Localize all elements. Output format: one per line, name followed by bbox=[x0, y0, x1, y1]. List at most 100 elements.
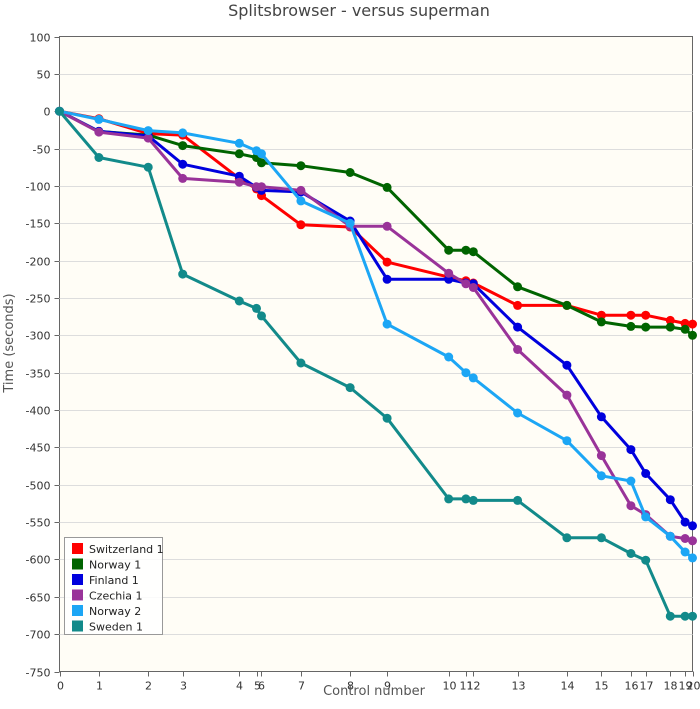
data-point bbox=[626, 476, 636, 486]
data-point bbox=[444, 268, 454, 278]
x-tick-label: 1 bbox=[96, 680, 103, 693]
data-point bbox=[513, 345, 523, 354]
legend-swatch bbox=[72, 589, 83, 601]
data-point bbox=[562, 533, 572, 543]
x-tick-label: 15 bbox=[595, 680, 609, 693]
x-tick-label: 9 bbox=[384, 680, 391, 693]
data-point bbox=[296, 358, 306, 368]
data-point bbox=[382, 221, 392, 231]
data-point bbox=[680, 324, 690, 334]
y-tick-label: -500 bbox=[26, 480, 51, 493]
data-point bbox=[688, 611, 697, 621]
data-point bbox=[178, 141, 188, 151]
x-tick-label: 20 bbox=[687, 680, 700, 693]
legend-swatch bbox=[72, 543, 83, 554]
x-tick-label: 8 bbox=[347, 680, 354, 693]
data-point bbox=[252, 303, 261, 313]
data-point bbox=[143, 126, 153, 136]
data-point bbox=[143, 162, 153, 172]
data-point bbox=[345, 218, 355, 228]
data-point bbox=[382, 257, 392, 267]
x-tick-label: 13 bbox=[512, 680, 526, 693]
y-tick-label: -700 bbox=[26, 629, 51, 642]
legend-swatch bbox=[72, 558, 83, 570]
data-point bbox=[444, 245, 454, 255]
legend-entry: Czechia 1 bbox=[89, 590, 143, 603]
data-point bbox=[688, 536, 697, 546]
data-point bbox=[665, 611, 675, 621]
data-point bbox=[641, 322, 651, 332]
data-point bbox=[513, 300, 523, 310]
data-point bbox=[461, 368, 471, 378]
x-tick-label: 2 bbox=[145, 680, 152, 693]
data-point bbox=[626, 310, 636, 320]
data-point bbox=[680, 547, 690, 557]
y-tick-label: -50 bbox=[33, 144, 51, 157]
y-tick-label: -150 bbox=[26, 218, 51, 231]
data-point bbox=[234, 149, 244, 159]
data-point bbox=[665, 531, 675, 541]
x-tick-label: 12 bbox=[467, 680, 481, 693]
x-tick-label: 3 bbox=[180, 680, 187, 693]
data-point bbox=[257, 158, 266, 168]
data-point bbox=[665, 315, 675, 325]
series-norway-2 bbox=[55, 106, 697, 563]
y-tick-label: 100 bbox=[30, 32, 51, 45]
data-point bbox=[94, 127, 104, 137]
data-point bbox=[562, 360, 572, 370]
data-point bbox=[234, 138, 244, 148]
data-point bbox=[468, 495, 478, 505]
x-axis-label: Control number bbox=[323, 684, 426, 699]
x-tick-label: 19 bbox=[679, 680, 693, 693]
y-tick-label: -300 bbox=[26, 330, 51, 343]
y-tick-label: -650 bbox=[26, 592, 51, 605]
data-point bbox=[296, 185, 306, 195]
legend-entry: Norway 2 bbox=[89, 605, 141, 618]
y-tick-label: -600 bbox=[26, 554, 51, 567]
data-point bbox=[444, 494, 454, 504]
data-point bbox=[296, 220, 306, 230]
data-point bbox=[626, 445, 636, 455]
data-point bbox=[257, 311, 266, 321]
data-point bbox=[382, 274, 392, 284]
data-point bbox=[382, 319, 392, 329]
x-tick-label: 10 bbox=[443, 680, 457, 693]
data-point bbox=[688, 319, 697, 329]
data-point bbox=[55, 106, 64, 116]
series-lines bbox=[55, 106, 697, 621]
data-point bbox=[468, 283, 478, 292]
data-point bbox=[641, 512, 651, 522]
legend-swatch bbox=[72, 620, 83, 632]
data-point bbox=[382, 413, 392, 423]
data-point bbox=[596, 533, 606, 543]
data-point bbox=[641, 555, 651, 565]
data-point bbox=[513, 322, 523, 332]
chart-title: Splitsbrowser - versus superman bbox=[228, 1, 490, 20]
data-point bbox=[562, 390, 572, 400]
data-point bbox=[688, 330, 697, 340]
data-point bbox=[296, 161, 306, 171]
data-point bbox=[94, 153, 104, 162]
data-point bbox=[461, 494, 471, 504]
data-point bbox=[444, 352, 454, 362]
data-point bbox=[257, 149, 266, 159]
legend-entry: Switzerland 1 bbox=[89, 543, 164, 556]
data-point bbox=[665, 322, 675, 332]
data-point bbox=[680, 611, 690, 621]
data-point bbox=[596, 317, 606, 327]
data-point bbox=[461, 245, 471, 255]
x-tick-label: 0 bbox=[57, 680, 64, 693]
data-point bbox=[468, 247, 478, 257]
y-tick-label: -200 bbox=[26, 256, 51, 269]
data-point bbox=[596, 471, 606, 481]
legend: Switzerland 1 Norway 1 Finland 1 Czechia 1 N… bbox=[64, 537, 164, 635]
data-point bbox=[513, 495, 523, 505]
data-point bbox=[513, 282, 523, 292]
data-point bbox=[562, 436, 572, 446]
data-point bbox=[626, 501, 636, 511]
series-sweden-1 bbox=[55, 106, 697, 621]
data-point bbox=[688, 521, 697, 531]
